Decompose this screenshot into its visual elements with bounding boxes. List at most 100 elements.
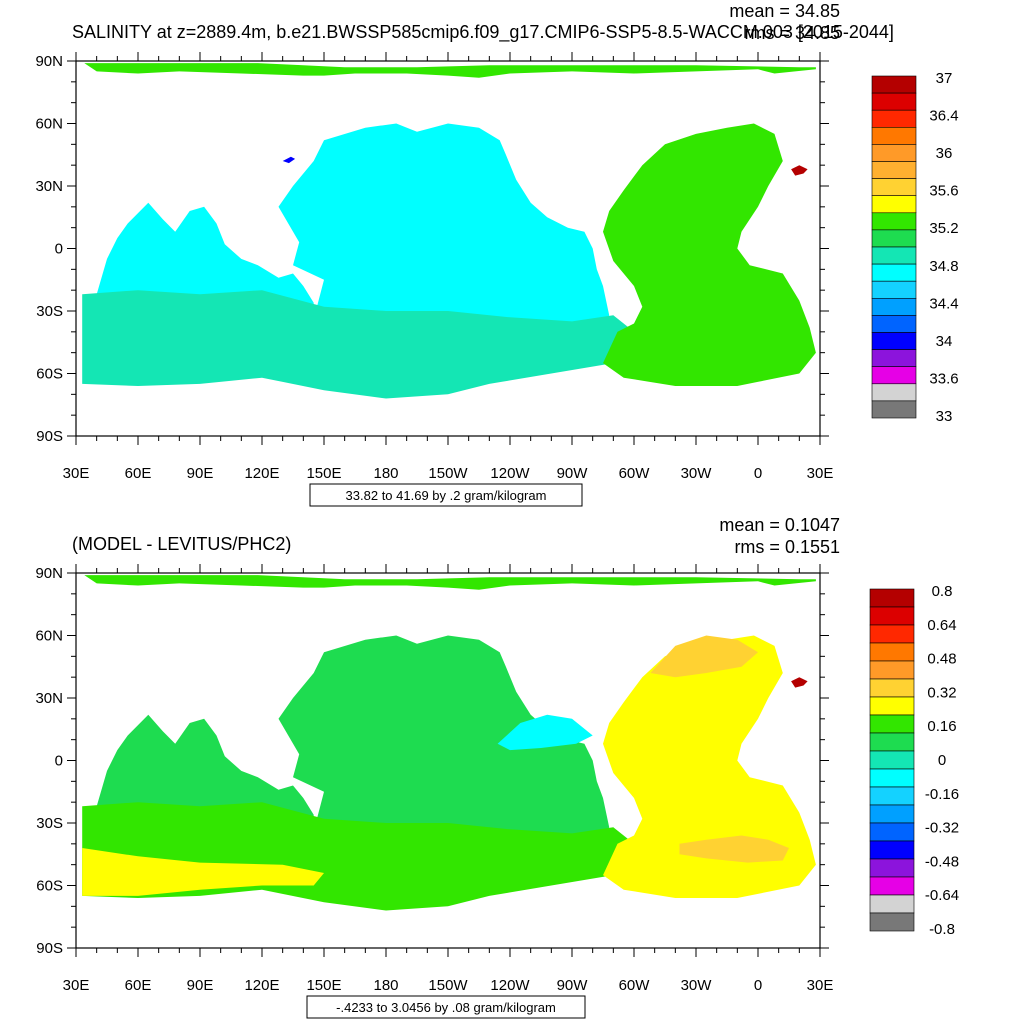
colorbar-swatch	[869, 624, 915, 644]
region-arctic-strip	[84, 575, 816, 590]
x-tick-label: 120E	[244, 465, 279, 482]
y-tick-label: 60S	[36, 878, 63, 895]
colorbar-swatch	[871, 246, 917, 265]
colorbar-swatch	[871, 400, 917, 419]
map-axes: 30E 60E 90E 120E 150E 180 150W 120W 90W 60W 30W 0 30…	[35, 564, 833, 994]
x-tick-label: 30W	[681, 977, 713, 994]
contour-info-box	[306, 995, 586, 1019]
y-tick-label: 90S	[36, 428, 63, 445]
x-tick-label: 90W	[557, 977, 589, 994]
colorbar-label: 34.8	[929, 258, 958, 275]
colorbar-swatch	[869, 678, 915, 698]
colorbar-swatch	[871, 297, 917, 316]
region-arctic-strip	[84, 63, 816, 78]
x-tick-label: 30E	[807, 977, 834, 994]
region-ne-pacific	[497, 714, 593, 751]
colorbar-label: 36	[936, 145, 953, 162]
x-tick-label: 30E	[63, 465, 90, 482]
x-tick-label: 30E	[63, 977, 90, 994]
mean-label: mean = 34.85	[729, 1, 840, 21]
colorbar-label: 0.8	[932, 583, 953, 600]
colorbar-swatch	[869, 714, 915, 734]
panel-difference: (MODEL - LEVITUS/PHC2) mean = 0.1047 rms…	[35, 515, 959, 1019]
colorbar-swatch	[869, 804, 915, 824]
contour-info: 33.82 to 41.69 by .2 gram/kilogram	[346, 488, 547, 503]
colorbar-swatch	[869, 858, 915, 878]
rms-label: rms = 34.85	[744, 23, 840, 43]
colorbar-label: 35.6	[929, 183, 958, 200]
colorbar-swatch	[869, 696, 915, 716]
y-tick-label: 90N	[35, 53, 63, 70]
colorbar-swatch	[871, 280, 917, 299]
colorbar-label: -0.48	[925, 853, 959, 870]
colorbar-swatch	[871, 195, 917, 214]
y-tick-label: 30S	[36, 303, 63, 320]
x-tick-label: 30E	[807, 465, 834, 482]
region-mediterranean	[791, 165, 808, 176]
x-tick-label: 0	[754, 977, 762, 994]
colorbar-label: -0.8	[929, 921, 955, 938]
x-tick-label: 180	[373, 465, 398, 482]
colorbar-swatch	[871, 144, 917, 162]
y-tick-label: 60S	[36, 366, 63, 383]
colorbar-swatch	[869, 750, 915, 770]
colorbar-swatch	[871, 161, 917, 179]
x-tick-label: 180	[373, 977, 398, 994]
colorbar-swatch	[871, 229, 917, 248]
region-atlantic	[603, 635, 816, 898]
colorbar: 37 36.4 36 35.6 35.2 34.8 34.4 34 33.6 33	[871, 70, 959, 425]
colorbar-swatch	[869, 768, 915, 788]
x-tick-label: 150W	[428, 977, 468, 994]
map-axes: 30E 60E 90E 120E 150E 180 150W 120W 90W 60W 30W 0 30…	[35, 52, 833, 482]
colorbar-swatch	[871, 263, 917, 282]
rms-label: rms = 0.1551	[734, 537, 840, 557]
x-tick-label: 60E	[125, 465, 152, 482]
x-tick-label: 0	[754, 465, 762, 482]
colorbar-swatch	[869, 786, 915, 806]
contour-info-box	[309, 483, 583, 507]
y-tick-label: 30N	[35, 178, 63, 195]
colorbar-swatch	[871, 349, 917, 368]
colorbar-label: 0.32	[927, 684, 956, 701]
colorbar-label: -0.64	[925, 887, 959, 904]
x-tick-label: 120E	[244, 977, 279, 994]
colorbar-swatch	[871, 383, 917, 402]
colorbar-swatch	[871, 109, 917, 128]
region-north-atlantic	[650, 635, 758, 678]
colorbar-label: 0.16	[927, 718, 956, 735]
y-tick-label: 0	[55, 241, 63, 258]
x-tick-label: 150E	[306, 465, 341, 482]
mean-label: mean = 0.1047	[719, 515, 840, 535]
y-tick-label: 90N	[35, 565, 63, 582]
colorbar-label: -0.32	[925, 820, 959, 837]
region-southern-ocean	[82, 290, 634, 399]
x-tick-label: 120W	[490, 977, 530, 994]
colorbar-swatch	[871, 127, 917, 145]
colorbar-swatch	[869, 894, 915, 914]
x-tick-label: 150E	[306, 977, 341, 994]
region-atlantic	[603, 123, 816, 386]
panel-salinity: SALINITY at z=2889.4m, b.e21.BWSSP585cmi…	[35, 1, 959, 507]
colorbar-swatch	[871, 178, 917, 197]
x-tick-label: 60E	[125, 977, 152, 994]
colorbar-label: 33	[936, 408, 953, 425]
colorbar-swatch	[869, 840, 915, 860]
colorbar-swatch	[871, 366, 917, 385]
y-tick-label: 30N	[35, 690, 63, 707]
panel-title: (MODEL - LEVITUS/PHC2)	[72, 534, 291, 554]
panel-title: SALINITY at z=2889.4m, b.e21.BWSSP585cmi…	[72, 22, 894, 43]
colorbar-label: 33.6	[929, 370, 958, 387]
y-tick-label: 90S	[36, 940, 63, 957]
colorbar-swatch	[869, 588, 915, 608]
region-mediterranean	[791, 677, 808, 688]
region-japan-sea	[282, 156, 296, 164]
colorbar-label: 0.64	[927, 617, 956, 634]
colorbar-label: 36.4	[929, 108, 958, 125]
colorbar: 0.8 0.64 0.48 0.32 0.16 0 -0.16 -0.32 -0.48 -0.64…	[869, 583, 959, 938]
map-area	[76, 61, 820, 436]
region-south-atlantic-band	[679, 835, 789, 863]
colorbar-label: 0.48	[927, 651, 956, 668]
x-tick-label: 30W	[681, 465, 713, 482]
y-tick-label: 30S	[36, 815, 63, 832]
y-tick-label: 60N	[35, 116, 63, 133]
